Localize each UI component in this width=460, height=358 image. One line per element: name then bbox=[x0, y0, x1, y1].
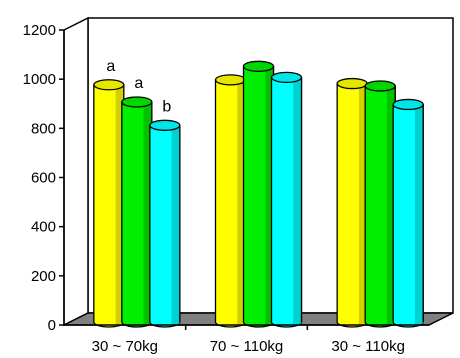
bar-top bbox=[242, 60, 275, 72]
x-tick-label: 30 ~ 70kg bbox=[92, 338, 158, 355]
x-tick-label: 30 ~ 110kg bbox=[331, 338, 405, 355]
bar-top bbox=[121, 96, 153, 108]
y-tick-label: 0 bbox=[48, 317, 56, 334]
bar-top bbox=[336, 77, 368, 90]
y-tick-label: 1200 bbox=[23, 22, 56, 39]
bar-top bbox=[364, 80, 396, 92]
x-tick-label: 70 ~ 110kg bbox=[210, 338, 284, 355]
y-tick-label: 800 bbox=[31, 120, 56, 137]
bar-top bbox=[214, 74, 247, 86]
bar-top bbox=[93, 79, 125, 91]
side-wall bbox=[63, 16, 89, 327]
bar-top bbox=[392, 98, 424, 111]
bar bbox=[364, 80, 396, 328]
bar-shade bbox=[293, 77, 302, 327]
significance-label: a bbox=[134, 75, 143, 92]
bar-shade bbox=[171, 125, 180, 327]
bar bbox=[270, 71, 303, 328]
bar-top bbox=[270, 71, 303, 84]
y-tick-label: 200 bbox=[31, 268, 56, 285]
bar-top bbox=[149, 119, 181, 131]
significance-label: b bbox=[162, 98, 171, 115]
bar-shade bbox=[414, 104, 424, 327]
y-tick-label: 600 bbox=[31, 170, 56, 187]
bar bbox=[242, 60, 275, 328]
y-tick-label: 400 bbox=[31, 219, 56, 236]
significance-label: a bbox=[106, 58, 115, 75]
bar bbox=[93, 79, 125, 328]
y-tick-label: 1000 bbox=[23, 71, 56, 88]
annotations-group: a a b bbox=[106, 58, 171, 116]
bars-group bbox=[93, 60, 424, 328]
bar bbox=[149, 119, 181, 328]
bar bbox=[336, 77, 368, 328]
bar bbox=[121, 96, 153, 328]
bar bbox=[392, 98, 424, 328]
x-axis: 30 ~ 70kg 70 ~ 110kg 30 ~ 110kg bbox=[64, 324, 429, 355]
bar bbox=[214, 74, 247, 328]
y-axis: 0 200 400 600 800 1000 1200 bbox=[23, 22, 65, 334]
